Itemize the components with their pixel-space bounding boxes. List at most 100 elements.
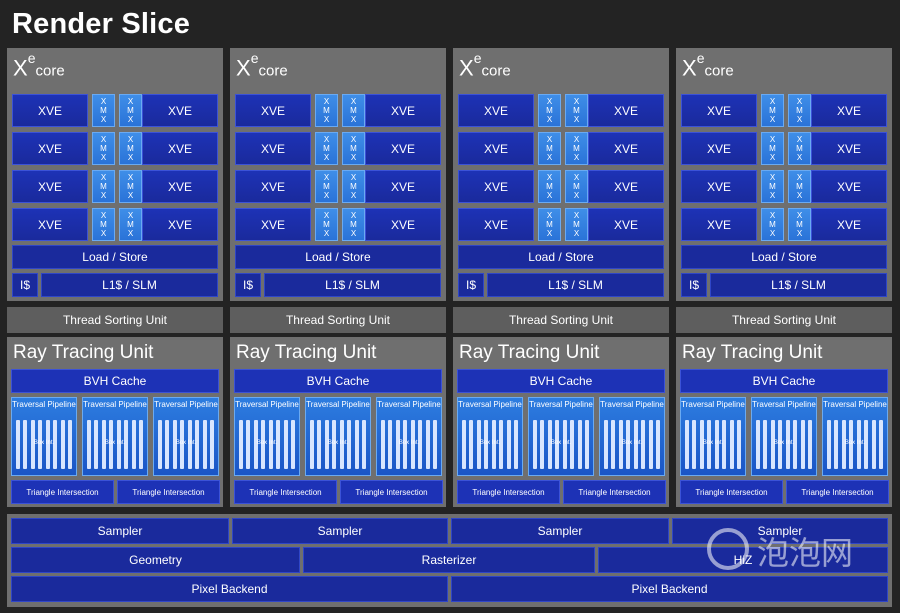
pipeline-bar bbox=[763, 420, 768, 469]
xve-row: XVE X M X X M X XVE bbox=[681, 170, 887, 203]
xve-unit: XVE bbox=[235, 132, 311, 165]
xve-row: XVE X M X X M X XVE bbox=[681, 132, 887, 165]
pipeline-bar bbox=[165, 420, 170, 469]
sampler-3: Sampler bbox=[451, 518, 669, 544]
pipeline-bar bbox=[878, 420, 883, 469]
traversal-pipeline-label: Traversal Pipeline bbox=[600, 400, 664, 409]
pipeline-bar bbox=[67, 420, 72, 469]
instruction-cache: I$ bbox=[235, 273, 261, 297]
rtu-label: Ray Tracing Unit bbox=[682, 342, 823, 363]
bvh-cache: BVH Cache bbox=[457, 369, 665, 393]
xve-unit: XVE bbox=[365, 132, 441, 165]
xve-unit: XVE bbox=[458, 132, 534, 165]
xve-row: XVE X M X X M X XVE bbox=[458, 208, 664, 241]
pipeline-bar bbox=[533, 420, 537, 469]
box-int-label: Box Int. bbox=[104, 440, 126, 446]
xve-row: XVE X M X X M X XVE bbox=[235, 132, 441, 165]
pipeline-bar bbox=[476, 420, 481, 469]
xve-row: XVE X M X X M X XVE bbox=[12, 208, 218, 241]
ray-tracing-unit-2: Ray Tracing Unit BVH Cache Traversal Pipel… bbox=[230, 337, 446, 507]
pipeline-bars bbox=[827, 420, 883, 469]
pipeline-bar bbox=[187, 420, 192, 469]
pipeline-bar bbox=[124, 420, 129, 469]
xve-unit: XVE bbox=[365, 208, 441, 241]
traversal-pipeline-label: Traversal Pipeline bbox=[823, 400, 887, 409]
pipeline-bars bbox=[604, 420, 660, 469]
pipeline-bar bbox=[555, 420, 560, 469]
pipeline-bar bbox=[324, 420, 329, 469]
ray-tracing-unit-3: Ray Tracing Unit BVH Cache Traversal Pipel… bbox=[453, 337, 669, 507]
pipeline-bar bbox=[158, 420, 162, 469]
xve-unit: XVE bbox=[811, 208, 887, 241]
traversal-pipeline: Traversal Pipeline Box Int. bbox=[528, 397, 594, 476]
xve-unit: XVE bbox=[681, 208, 757, 241]
xe-core-label: Xecore bbox=[682, 50, 734, 81]
pixel-backend-2: Pixel Backend bbox=[451, 576, 888, 602]
pipeline-bar bbox=[641, 420, 646, 469]
triangle-intersection: Triangle Intersection bbox=[340, 480, 443, 504]
pipeline-bars bbox=[462, 420, 518, 469]
xve-unit: XVE bbox=[12, 208, 88, 241]
pipeline-bar bbox=[699, 420, 704, 469]
pipeline-bar bbox=[841, 420, 846, 469]
xve-row: XVE X M X X M X XVE bbox=[458, 94, 664, 127]
pipeline-bars bbox=[381, 420, 437, 469]
pipeline-bar bbox=[23, 420, 28, 469]
pipeline-bar bbox=[180, 420, 185, 469]
watermark-text: 泡泡网 bbox=[757, 534, 854, 572]
pipeline-bar bbox=[138, 420, 143, 469]
pipeline-bar bbox=[707, 420, 712, 469]
traversal-pipeline-label: Traversal Pipeline bbox=[529, 400, 593, 409]
pipeline-bar bbox=[756, 420, 760, 469]
pipeline-bar bbox=[347, 420, 352, 469]
pipeline-bar bbox=[633, 420, 638, 469]
l1-slm: L1$ / SLM bbox=[41, 273, 218, 297]
xe-core-label: Xecore bbox=[236, 50, 288, 81]
pipeline-bar bbox=[611, 420, 616, 469]
pipeline-bar bbox=[109, 420, 114, 469]
pipeline-bar bbox=[94, 420, 99, 469]
xve-unit: XVE bbox=[142, 208, 218, 241]
xve-unit: XVE bbox=[681, 94, 757, 127]
xve-unit: XVE bbox=[588, 208, 664, 241]
l1-slm: L1$ / SLM bbox=[710, 273, 887, 297]
traversal-pipeline: Traversal Pipeline Box Int. bbox=[82, 397, 148, 476]
pipeline-bar bbox=[261, 420, 266, 469]
box-int-label: Box Int. bbox=[256, 440, 278, 446]
pipeline-bar bbox=[30, 420, 35, 469]
pipeline-bar bbox=[491, 420, 496, 469]
traversal-pipeline-label: Traversal Pipeline bbox=[306, 400, 370, 409]
traversal-pipeline-label: Traversal Pipeline bbox=[12, 400, 76, 409]
load-store: Load / Store bbox=[681, 245, 887, 269]
xve-unit: XVE bbox=[235, 208, 311, 241]
pipeline-bar bbox=[276, 420, 281, 469]
geometry-block: Geometry bbox=[11, 547, 300, 573]
xve-row: XVE X M X X M X XVE bbox=[12, 132, 218, 165]
pipeline-bar bbox=[834, 420, 839, 469]
xe-core-label: Xecore bbox=[459, 50, 511, 81]
pipeline-bar bbox=[722, 420, 727, 469]
sampler-1: Sampler bbox=[11, 518, 229, 544]
pipeline-bar bbox=[577, 420, 582, 469]
pipeline-bar bbox=[172, 420, 177, 469]
xve-unit: XVE bbox=[12, 94, 88, 127]
xve-unit: XVE bbox=[365, 170, 441, 203]
thread-sorting-unit-3: Thread Sorting Unit bbox=[453, 307, 669, 333]
box-int-label: Box Int. bbox=[33, 440, 55, 446]
xve-unit: XVE bbox=[811, 132, 887, 165]
box-int-label: Box Int. bbox=[175, 440, 197, 446]
pipeline-bar bbox=[418, 420, 423, 469]
pipeline-bar bbox=[195, 420, 200, 469]
pipeline-bar bbox=[53, 420, 58, 469]
traversal-pipeline: Traversal Pipeline Box Int. bbox=[11, 397, 77, 476]
pipeline-bar bbox=[499, 420, 504, 469]
pipeline-bars bbox=[685, 420, 741, 469]
